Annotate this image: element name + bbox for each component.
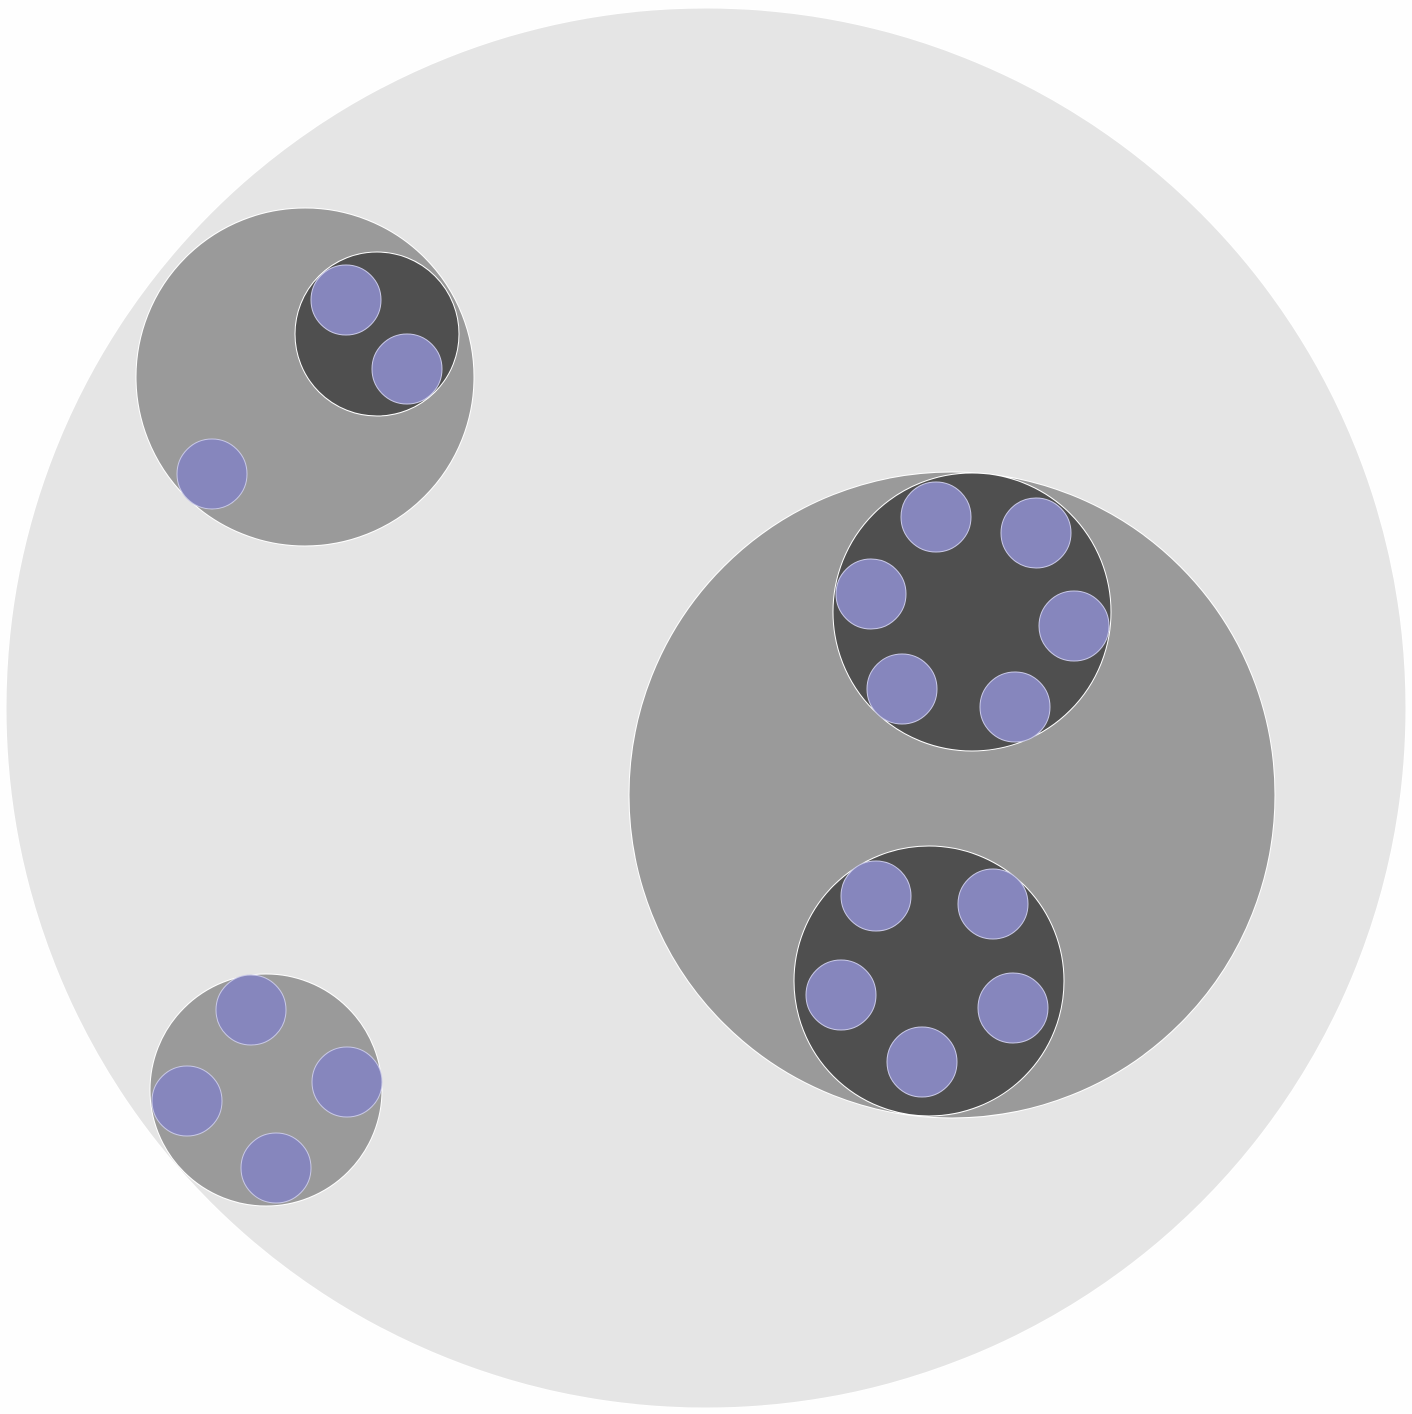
leaf-node: [311, 1046, 383, 1118]
leaf-node: [1038, 590, 1110, 662]
leaf-node: [979, 671, 1051, 743]
group-circle: [628, 471, 1276, 1119]
subgroup-a: [294, 251, 460, 417]
subgroup-b: [832, 472, 1112, 752]
leaf-node: [840, 860, 912, 932]
leaf-node: [957, 868, 1029, 940]
leaf-node: [310, 264, 382, 336]
group-bottom-left: [149, 973, 383, 1207]
leaf-node: [900, 481, 972, 553]
leaf-node: [835, 558, 907, 630]
subgroup-c: [793, 845, 1065, 1117]
leaf-node: [151, 1065, 223, 1137]
leaf-node: [866, 653, 938, 725]
group-right: [628, 471, 1276, 1119]
leaf-node: [805, 959, 877, 1031]
leaf-node: [240, 1132, 312, 1204]
group-circle: [149, 973, 383, 1207]
leaf-node: [215, 974, 287, 1046]
leaf-node: [977, 972, 1049, 1044]
leaf-node: [1000, 497, 1072, 569]
leaf-node: [886, 1026, 958, 1098]
leaf-node: [371, 333, 443, 405]
leaf-node: [176, 438, 248, 510]
group-top-left: [135, 207, 475, 547]
